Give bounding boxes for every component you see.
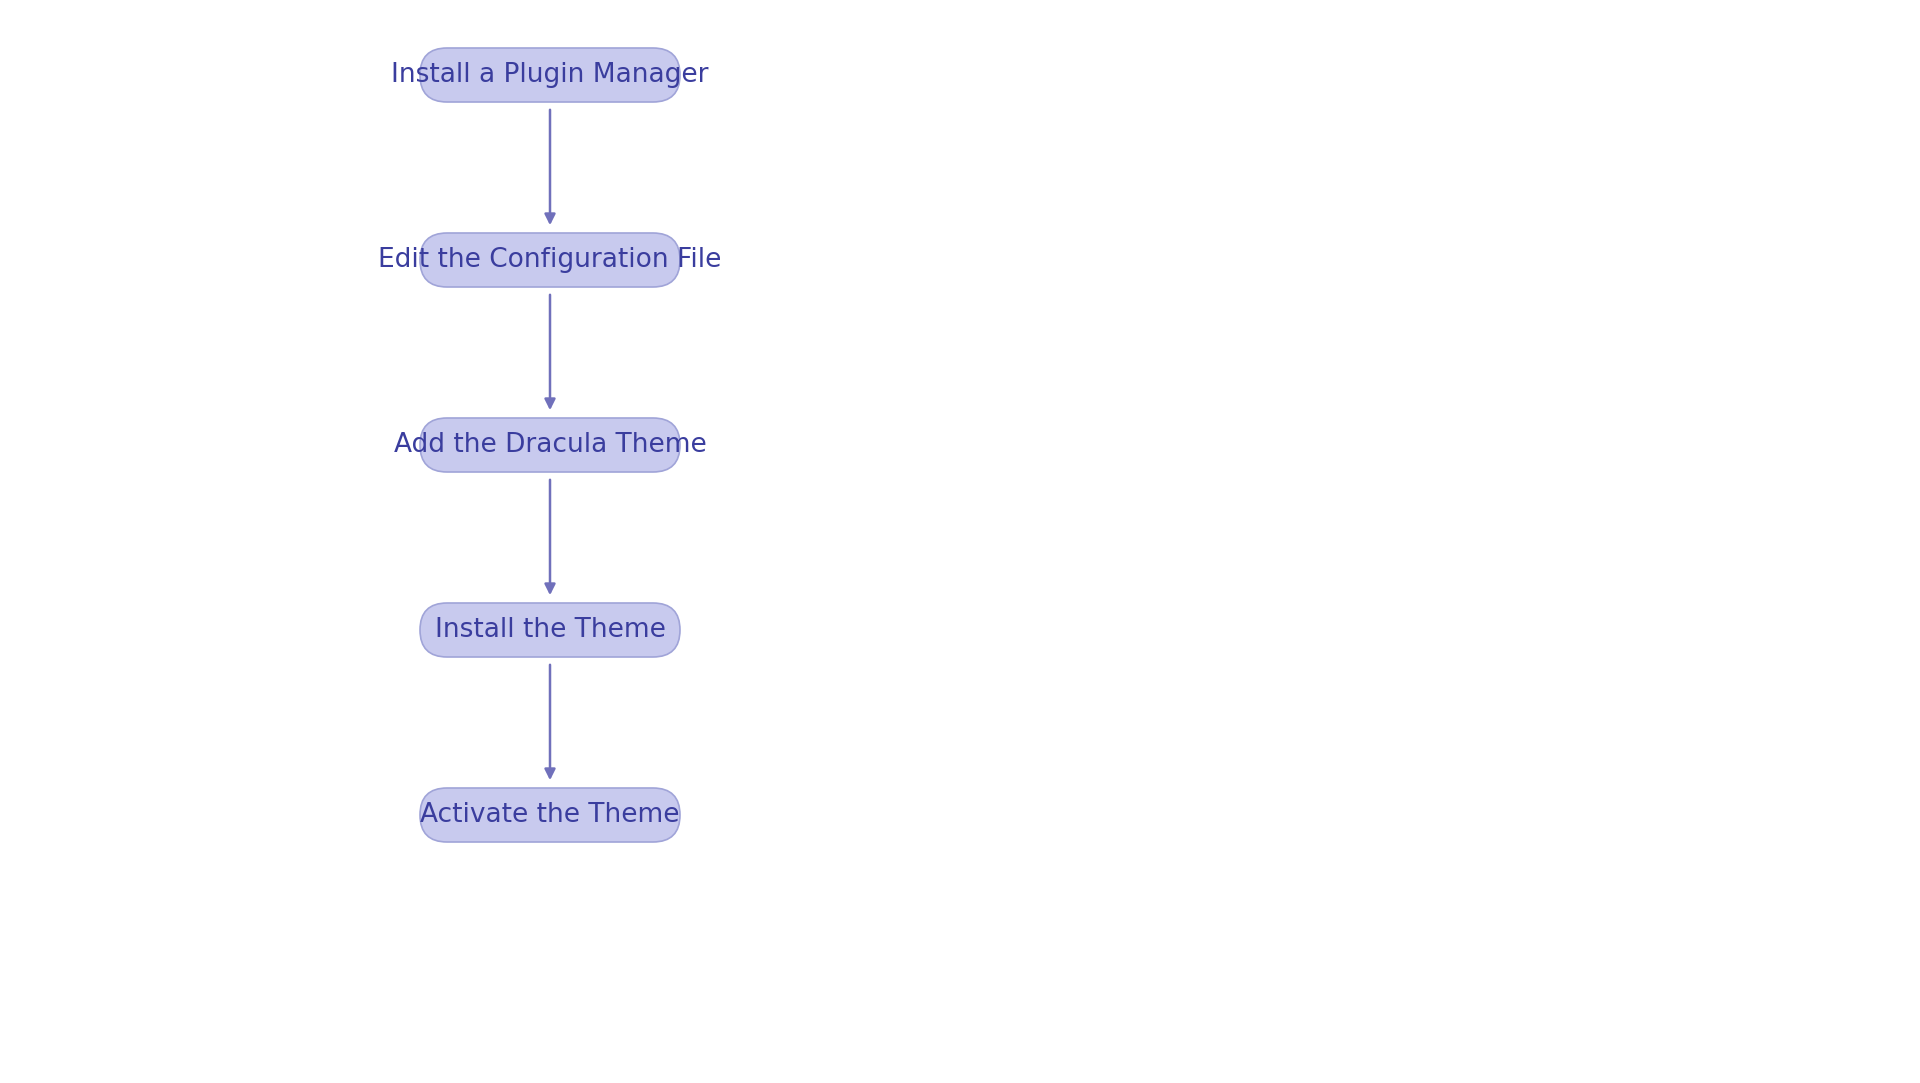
FancyBboxPatch shape xyxy=(420,233,680,287)
FancyBboxPatch shape xyxy=(420,418,680,472)
Text: Install the Theme: Install the Theme xyxy=(434,617,666,643)
Text: Edit the Configuration File: Edit the Configuration File xyxy=(378,247,722,273)
Text: Add the Dracula Theme: Add the Dracula Theme xyxy=(394,432,707,458)
Text: Install a Plugin Manager: Install a Plugin Manager xyxy=(392,62,708,88)
FancyBboxPatch shape xyxy=(420,48,680,102)
FancyBboxPatch shape xyxy=(420,603,680,657)
FancyBboxPatch shape xyxy=(420,788,680,841)
Text: Activate the Theme: Activate the Theme xyxy=(420,803,680,828)
